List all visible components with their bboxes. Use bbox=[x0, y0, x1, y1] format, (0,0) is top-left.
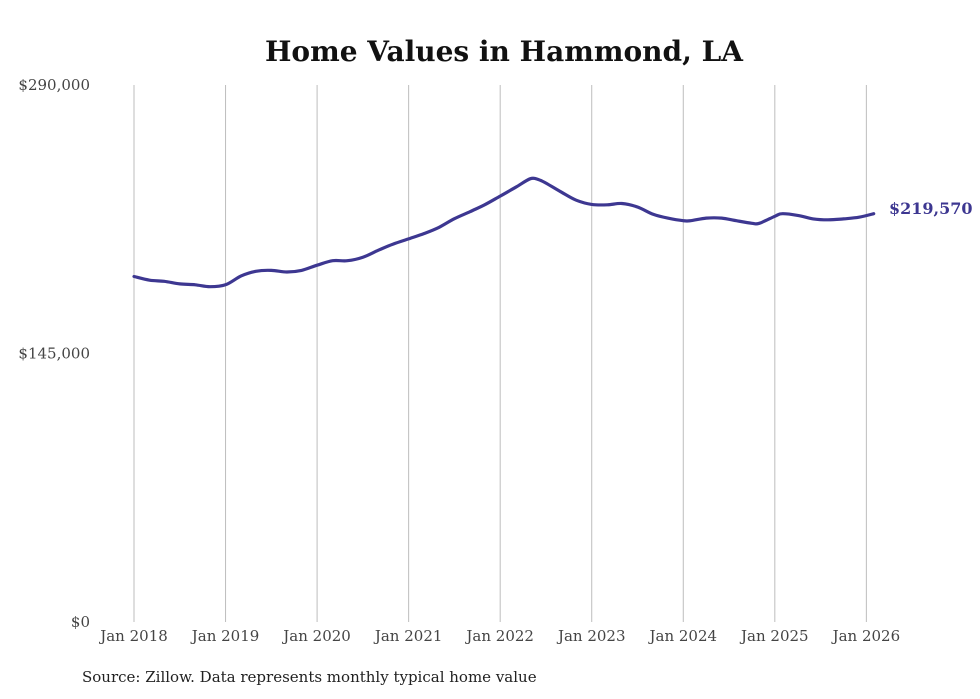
x-tick-label: Jan 2020 bbox=[281, 627, 351, 645]
chart-title: Home Values in Hammond, LA bbox=[265, 35, 744, 68]
last-value-label: $219,570 bbox=[889, 199, 973, 218]
series-line bbox=[132, 176, 876, 289]
x-tick-label: Jan 2025 bbox=[739, 627, 809, 645]
x-tick-label: Jan 2023 bbox=[556, 627, 626, 645]
y-tick-label: $0 bbox=[71, 613, 90, 631]
y-tick-label: $290,000 bbox=[18, 76, 90, 94]
x-tick-label: Jan 2021 bbox=[373, 627, 443, 645]
x-tick-label: Jan 2019 bbox=[190, 627, 260, 645]
series-layer bbox=[132, 176, 876, 289]
source-note: Source: Zillow. Data represents monthly … bbox=[82, 668, 537, 686]
x-tick-label: Jan 2024 bbox=[647, 627, 717, 645]
x-tick-label: Jan 2026 bbox=[831, 627, 901, 645]
y-tick-label: $145,000 bbox=[18, 345, 90, 363]
y-axis: $0 $145,000 $290,000 bbox=[18, 76, 90, 631]
x-tick-label: Jan 2018 bbox=[98, 627, 168, 645]
x-axis: Jan 2018 Jan 2019 Jan 2020 Jan 2021 Jan 2022… bbox=[98, 627, 900, 645]
x-tick-label: Jan 2022 bbox=[464, 627, 534, 645]
gridlines bbox=[133, 85, 867, 622]
